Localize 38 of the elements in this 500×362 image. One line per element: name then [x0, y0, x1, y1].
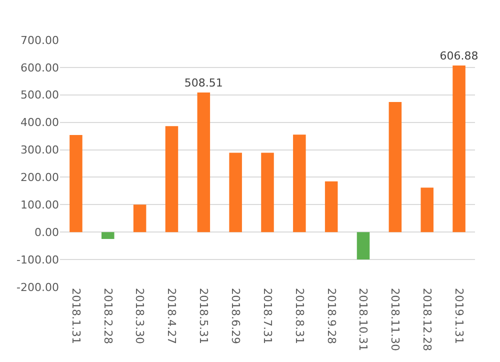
x-tick-label: 2018.12.28 — [420, 288, 434, 351]
y-tick-label: 500.00 — [20, 88, 59, 102]
bar — [356, 232, 370, 260]
x-tick-label: 2018.8.31 — [292, 288, 306, 344]
bar — [452, 66, 466, 232]
x-tick-label: 2018.5.31 — [197, 288, 210, 344]
x-tick-label: 2019.1.31 — [452, 288, 466, 344]
y-tick-label: 600.00 — [20, 61, 59, 74]
x-tick-label: 2018.4.27 — [165, 288, 178, 344]
y-tick-label: 700.00 — [20, 34, 59, 47]
y-tick-label: 400.00 — [20, 116, 59, 130]
y-tick-label: -200.00 — [16, 280, 59, 294]
bar — [165, 126, 178, 232]
y-tick-label: 200.00 — [20, 171, 59, 184]
bar — [261, 152, 274, 232]
bar — [229, 152, 242, 232]
y-tick-label: -100.00 — [16, 253, 59, 266]
bar — [197, 92, 210, 232]
bar — [388, 102, 402, 232]
bar — [420, 188, 434, 232]
y-tick-label: 100.00 — [20, 198, 59, 212]
bar — [133, 204, 146, 232]
bar — [70, 134, 82, 232]
x-tick-label: 2018.2.28 — [101, 288, 114, 344]
bar — [102, 232, 114, 239]
x-tick-label: 2018.3.30 — [133, 288, 146, 344]
x-tick-label: 2018.7.31 — [260, 288, 274, 344]
x-tick-label: 2018.9.28 — [324, 288, 338, 344]
data-label: 606.88 — [440, 50, 478, 63]
bar — [293, 134, 306, 232]
data-label: 508.51 — [184, 76, 223, 90]
x-tick-label: 2018.10.31 — [356, 288, 370, 351]
y-tick-label: 0.00 — [34, 226, 59, 239]
x-tick-label: 2018.6.29 — [229, 288, 242, 344]
bar — [324, 181, 338, 232]
y-tick-label: 300.00 — [20, 144, 59, 157]
x-tick-label: 2018.1.31 — [69, 288, 82, 344]
x-tick-label: 2018.11.30 — [388, 288, 402, 351]
